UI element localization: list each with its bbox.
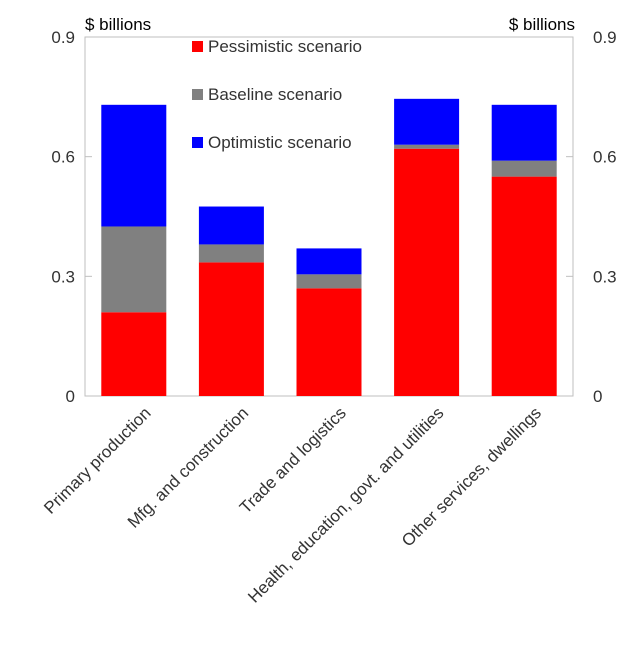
bar-segment-optimistic xyxy=(394,98,460,145)
bar-segment-optimistic xyxy=(198,206,264,245)
bar-segment-baseline xyxy=(296,274,362,289)
bar-segment-baseline xyxy=(394,144,460,149)
left-tick-label: 0.3 xyxy=(51,267,75,286)
right-tick-label: 0.3 xyxy=(593,267,617,286)
bar-segment-optimistic xyxy=(491,104,557,161)
legend-label: Pessimistic scenario xyxy=(208,37,362,56)
left-tick-label: 0.6 xyxy=(51,148,75,167)
bar-segment-baseline xyxy=(101,226,167,313)
bar-segment-pessimistic xyxy=(101,312,167,396)
category-label: Trade and logistics xyxy=(236,403,350,517)
bar-segment-baseline xyxy=(491,160,557,177)
bar-segment-pessimistic xyxy=(491,176,557,396)
category-label: Health, education, govt. and utilities xyxy=(244,403,447,606)
legend-label: Optimistic scenario xyxy=(208,133,352,152)
right-tick-label: 0.6 xyxy=(593,148,617,167)
bar-segment-optimistic xyxy=(296,248,362,275)
legend-swatch xyxy=(192,89,203,100)
left-tick-label: 0 xyxy=(66,387,75,406)
bar-segment-pessimistic xyxy=(394,148,460,396)
right-tick-label: 0 xyxy=(593,387,602,406)
bar-segment-baseline xyxy=(198,244,264,263)
legend-swatch xyxy=(192,137,203,148)
legend-swatch xyxy=(192,41,203,52)
left-tick-label: 0.9 xyxy=(51,28,75,47)
bar-segment-optimistic xyxy=(101,104,167,227)
right-tick-label: 0.9 xyxy=(593,28,617,47)
bar-segment-pessimistic xyxy=(198,262,264,396)
category-label: Primary production xyxy=(40,403,154,517)
legend-label: Baseline scenario xyxy=(208,85,342,104)
left-axis-unit-label: $ billions xyxy=(85,15,151,34)
right-axis-unit-label: $ billions xyxy=(509,15,575,34)
bar-segment-pessimistic xyxy=(296,288,362,396)
